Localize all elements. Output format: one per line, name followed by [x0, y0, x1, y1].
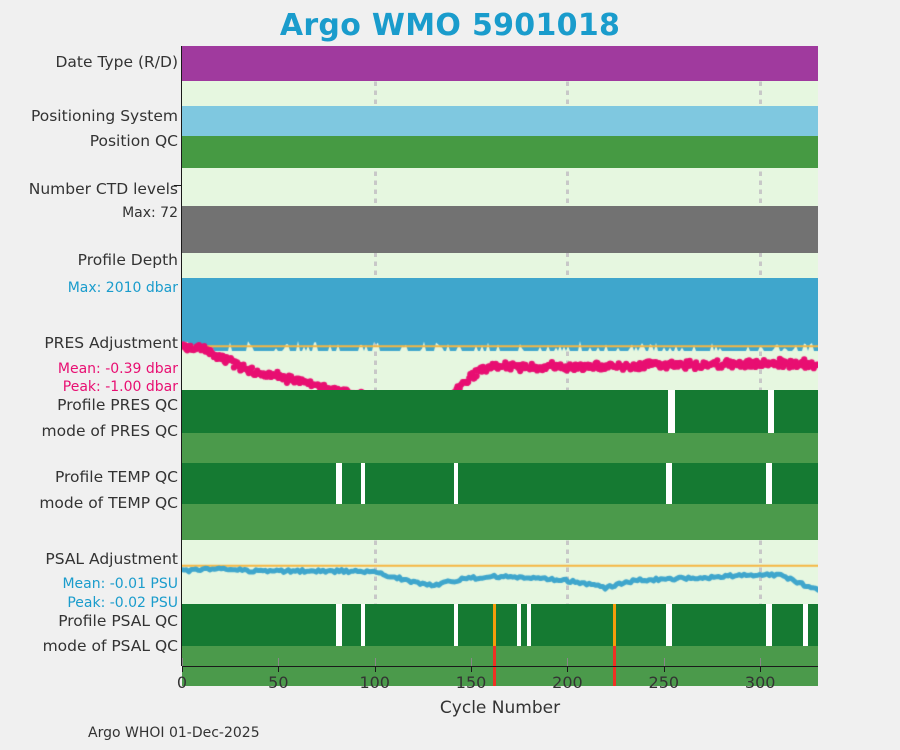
x-inner-tick-50: [278, 658, 280, 666]
x-tick-50: [278, 666, 280, 672]
positioning-system-band[interactable]: [182, 106, 818, 136]
row-label-position-qc: Position QC: [89, 132, 178, 150]
ctd-levels-band[interactable]: [182, 206, 818, 253]
x-inner-tick-300: [760, 658, 762, 666]
row-sublabel2-psal-adjustment: Peak: -0.02 PSU: [67, 595, 178, 611]
profile-psal-qc-band-segment: [530, 604, 666, 646]
profile-pres-qc-band-segment: [773, 390, 818, 433]
ctd-levels-axis-tick: [174, 185, 182, 186]
row-label-date-type: Date Type (R/D): [55, 53, 178, 71]
profile-psal-qc-band-segment: [341, 604, 362, 646]
row-label-psal-adjustment: PSAL Adjustment: [45, 550, 178, 568]
profile-psal-qc-band-segment: [182, 604, 337, 646]
x-tick-150: [471, 666, 473, 672]
row-label-positioning-system: Positioning System: [30, 107, 178, 125]
profile-psal-qc-band-segment: [808, 604, 818, 646]
mode-temp-qc-band-segment: [182, 504, 818, 540]
mode-temp-qc-band[interactable]: [182, 504, 818, 540]
date-type-band[interactable]: [182, 46, 818, 81]
x-tick-100: [374, 666, 376, 672]
profile-temp-qc-band-segment: [671, 463, 766, 504]
profile-psal-qc-band-segment: [521, 604, 527, 646]
x-inner-tick-0: [182, 658, 183, 666]
footer-credit: Argo WHOI 01-Dec-2025: [88, 725, 260, 741]
row-label-profile-temp-qc: Profile TEMP QC: [54, 468, 178, 486]
plot-left-axis-spine: [181, 46, 182, 666]
x-tick-0: [182, 666, 183, 672]
row-label-profile-depth: Profile Depth: [77, 251, 178, 269]
row-label-profile-psal-qc: Profile PSAL QC: [58, 612, 178, 630]
row-label-mode-psal-qc: mode of PSAL QC: [42, 637, 178, 655]
x-tick-label-200: 200: [552, 673, 583, 692]
row-sublabel-psal-adjustment: Mean: -0.01 PSU: [62, 576, 178, 592]
position-qc-band[interactable]: [182, 136, 818, 168]
row-sublabel-profile-depth: Max: 2010 dbar: [67, 280, 178, 296]
profile-temp-qc-band-segment: [365, 463, 454, 504]
row-label-profile-pres-qc: Profile PRES QC: [57, 396, 178, 414]
profile-pres-qc-band-segment: [675, 390, 768, 433]
x-inner-tick-100: [374, 658, 376, 666]
profile-temp-qc-band-segment: [182, 463, 337, 504]
profile-temp-qc-band-segment: [457, 463, 666, 504]
profile-temp-qc-band-segment: [771, 463, 818, 504]
row-sublabel2-pres-adjustment: Peak: -1.00 dbar: [62, 379, 178, 395]
x-axis-line: [182, 666, 818, 667]
x-inner-tick-150: [471, 658, 473, 666]
x-tick-300: [760, 666, 762, 672]
profile-psal-qc-band-flag-mark: [493, 604, 497, 646]
profile-psal-qc-band-segment: [457, 604, 518, 646]
x-tick-label-150: 150: [455, 673, 487, 692]
row-label-pres-adjustment: PRES Adjustment: [44, 334, 178, 352]
x-tick-250: [663, 666, 665, 672]
profile-psal-qc-band-segment: [365, 604, 454, 646]
profile-temp-qc-band[interactable]: [182, 463, 818, 504]
ctd-levels-fill: [182, 206, 818, 253]
x-tick-200: [567, 666, 569, 672]
x-tick-label-300: 300: [744, 673, 776, 692]
profile-temp-qc-band-segment: [341, 463, 362, 504]
row-sublabel-pres-adjustment: Mean: -0.39 dbar: [57, 361, 178, 377]
profile-psal-qc-band[interactable]: [182, 604, 818, 646]
row-label-mode-temp-qc: mode of TEMP QC: [39, 494, 178, 512]
profile-pres-qc-band[interactable]: [182, 390, 818, 433]
page-title: Argo WMO 5901018: [279, 8, 621, 43]
plot-area: [182, 46, 818, 686]
profile-pres-qc-band-segment: [182, 390, 668, 433]
row-sublabel-ctd-levels: Max: 72: [122, 205, 178, 221]
x-inner-tick-250: [663, 658, 665, 666]
row-label-ctd-levels: Number CTD levels: [28, 180, 178, 198]
x-tick-label-250: 250: [648, 673, 680, 692]
date-type-band-fill: [182, 46, 818, 81]
position-qc-band-fill: [182, 136, 818, 168]
x-tick-label-0: 0: [176, 673, 188, 692]
x-inner-tick-200: [567, 658, 569, 666]
profile-psal-qc-band-segment: [671, 604, 766, 646]
row-label-mode-pres-qc: mode of PRES QC: [41, 422, 178, 440]
positioning-system-band-fill: [182, 106, 818, 136]
x-tick-label-50: 50: [268, 673, 289, 692]
profile-psal-qc-band-segment: [771, 604, 803, 646]
x-tick-label-100: 100: [359, 673, 390, 692]
profile-psal-qc-band-flag-mark: [612, 604, 616, 646]
x-axis-label: Cycle Number: [439, 698, 561, 718]
